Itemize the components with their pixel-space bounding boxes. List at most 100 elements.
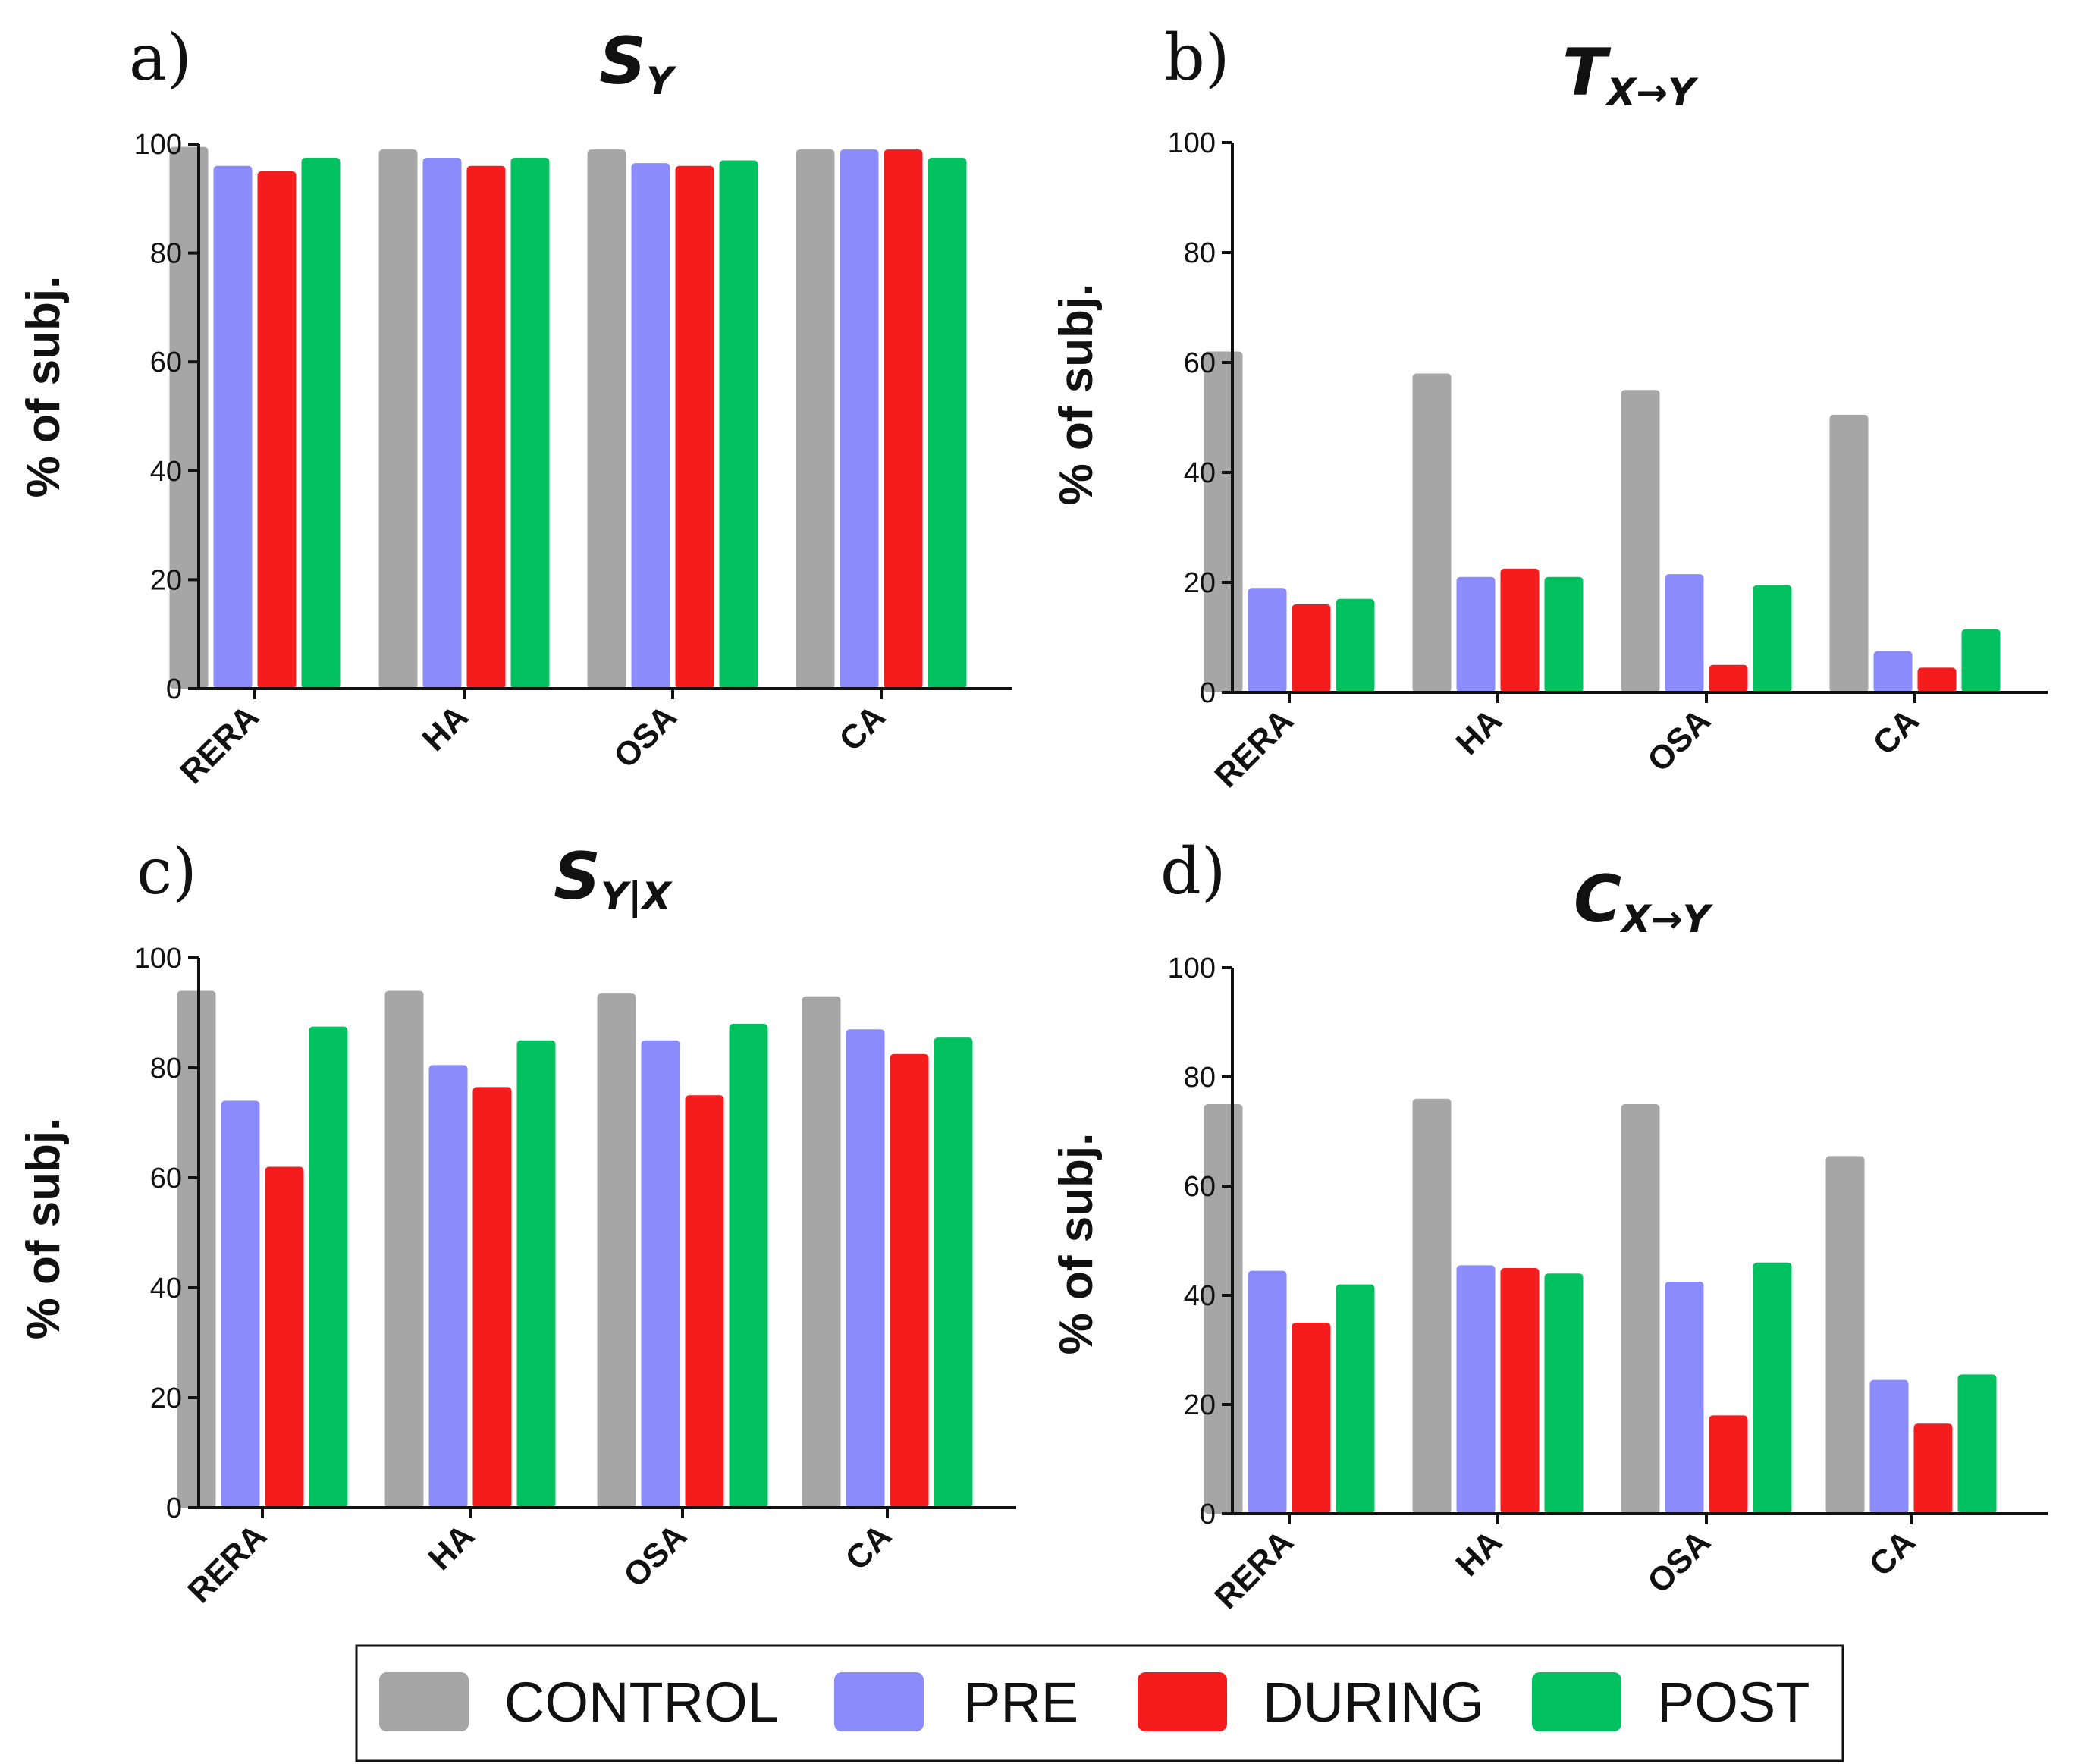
- legend-swatch-during: [1138, 1672, 1227, 1731]
- bars-group: [1204, 351, 2001, 692]
- y-tick-label: 60: [150, 347, 182, 378]
- panel-letter: c): [137, 834, 197, 909]
- bar-control-osa: [1621, 390, 1660, 692]
- bar-post-ca: [1961, 629, 2001, 692]
- bar-pre-ha: [422, 157, 462, 689]
- y-tick-label: 40: [1184, 457, 1216, 489]
- y-tick-label: 80: [150, 238, 182, 270]
- legend-items: CONTROL PRE DURING POST: [379, 1671, 1809, 1734]
- y-ticks: 0 20 40 60 80 100: [134, 943, 182, 1524]
- panel-letter: d): [1160, 834, 1226, 909]
- bar-post-osa: [719, 160, 758, 689]
- panel-title-sub: X→Y: [1619, 897, 1713, 941]
- bar-post-rera: [1336, 1284, 1375, 1514]
- panel-letter: b): [1164, 20, 1230, 95]
- bar-during-ha: [472, 1087, 512, 1508]
- y-tick-label: 100: [1168, 127, 1216, 159]
- panel-letter: a): [129, 20, 192, 95]
- y-tick-label: 80: [1184, 1062, 1216, 1094]
- legend: CONTROL PRE DURING POST: [355, 1644, 1844, 1762]
- bar-pre-ca: [846, 1029, 885, 1508]
- bar-post-osa: [1753, 1262, 1792, 1514]
- bar-pre-rera: [1248, 588, 1287, 692]
- bar-post-rera: [301, 157, 341, 689]
- bar-during-rera: [1292, 1323, 1331, 1514]
- panel-title-main: C: [1574, 862, 1621, 937]
- y-tick-label: 0: [166, 1492, 182, 1524]
- bar-pre-ca: [1869, 1379, 1909, 1514]
- y-axis-label: % of subj.: [17, 276, 70, 498]
- bar-during-rera: [1292, 604, 1331, 692]
- axes: [1222, 141, 2048, 703]
- bar-post-ha: [1544, 576, 1584, 692]
- bar-control-ca: [1829, 414, 1869, 692]
- bar-control-ha: [384, 990, 424, 1508]
- y-axis-label: % of subj.: [17, 1118, 70, 1340]
- legend-swatch-control: [379, 1672, 469, 1731]
- bar-post-rera: [1336, 598, 1375, 692]
- panel-title: SY|X: [554, 839, 673, 918]
- y-tick-label: 100: [1168, 953, 1216, 984]
- panel-title-main: S: [599, 24, 646, 99]
- y-axis-label: % of subj.: [1050, 284, 1103, 506]
- y-tick-label: 40: [1184, 1280, 1216, 1312]
- y-tick-label: 20: [150, 564, 182, 596]
- y-tick-label: 20: [150, 1383, 182, 1414]
- y-tick-label: 80: [1184, 237, 1216, 269]
- bar-pre-ca: [840, 149, 879, 689]
- legend-label-during: DURING: [1263, 1671, 1484, 1734]
- bar-pre-rera: [1248, 1270, 1287, 1514]
- axes: [1222, 966, 2048, 1524]
- bar-control-osa: [597, 993, 636, 1508]
- bar-post-ca: [1957, 1374, 1997, 1514]
- legend-swatch-post: [1532, 1672, 1621, 1731]
- bar-during-osa: [1709, 664, 1748, 692]
- bar-during-rera: [265, 1166, 304, 1508]
- y-tick-label: 100: [134, 943, 182, 975]
- bar-pre-osa: [1665, 1282, 1704, 1514]
- bars-group: [177, 990, 973, 1508]
- bar-pre-rera: [221, 1100, 260, 1508]
- bar-post-osa: [1753, 585, 1792, 692]
- panel-title: TX→Y: [1562, 35, 1699, 115]
- panel-title-sub: Y: [646, 59, 677, 103]
- y-ticks: 0 20 40 60 80 100: [134, 129, 182, 705]
- bar-pre-osa: [1665, 574, 1704, 692]
- y-tick-label: 60: [1184, 1171, 1216, 1203]
- bar-control-ca: [1825, 1156, 1865, 1514]
- bar-during-ca: [890, 1053, 929, 1508]
- panel-title-sub: X→Y: [1605, 71, 1699, 115]
- panel-title: CX→Y: [1574, 862, 1714, 941]
- bar-control-ha: [1412, 1098, 1452, 1514]
- panel-title-main: S: [554, 839, 601, 915]
- y-tick-label: 60: [1184, 347, 1216, 379]
- bar-post-ca: [928, 157, 967, 689]
- axes: [188, 143, 1012, 699]
- y-tick-label: 0: [1200, 1499, 1216, 1530]
- y-axis-label: % of subj.: [1050, 1133, 1103, 1355]
- legend-swatch-pre: [834, 1672, 924, 1731]
- bar-control-ca: [796, 149, 835, 689]
- bar-during-osa: [1709, 1415, 1748, 1514]
- bar-control-osa: [587, 149, 626, 689]
- bar-during-ca: [1917, 667, 1957, 692]
- bar-post-ha: [1544, 1273, 1584, 1514]
- bar-during-ha: [1500, 1268, 1540, 1514]
- y-ticks: 0 20 40 60 80 100: [1168, 127, 1216, 709]
- bar-post-osa: [729, 1024, 768, 1508]
- y-tick-label: 0: [1200, 677, 1216, 709]
- bar-post-rera: [309, 1026, 348, 1508]
- bar-pre-ca: [1873, 651, 1913, 692]
- y-tick-label: 20: [1184, 567, 1216, 599]
- bar-pre-osa: [631, 163, 670, 689]
- panel-title-main: T: [1562, 35, 1612, 111]
- y-tick-label: 0: [166, 673, 182, 705]
- bar-control-rera: [177, 990, 216, 1508]
- bar-during-rera: [257, 171, 297, 689]
- bar-post-ha: [510, 157, 550, 689]
- legend-label-control: CONTROL: [504, 1671, 779, 1734]
- bar-post-ca: [934, 1037, 973, 1508]
- bar-control-ha: [378, 149, 418, 689]
